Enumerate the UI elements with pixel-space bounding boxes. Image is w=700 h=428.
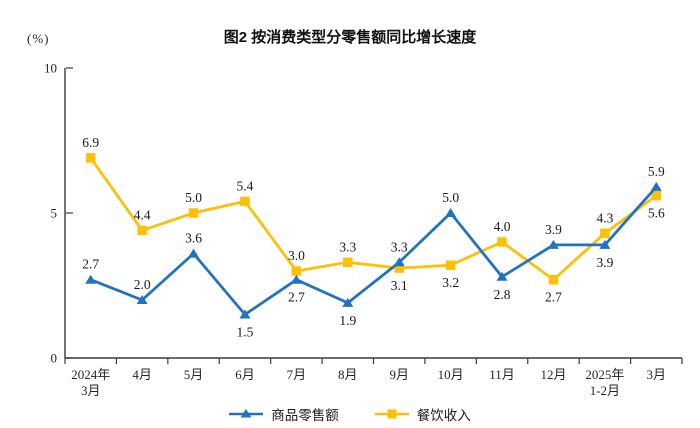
legend-catering-line-marker-icon (374, 409, 409, 419)
data-point-marker (651, 190, 662, 201)
x-axis-tick-label: 4月 (132, 367, 152, 382)
data-point-label: 3.2 (442, 275, 459, 290)
x-axis-tick-label: 7月 (287, 367, 307, 382)
x-axis-tick-label: 9月 (389, 367, 409, 382)
x-axis-tick-label: 12月 (540, 367, 566, 382)
legend-goods-label: 商品零售额 (271, 408, 339, 423)
data-point-label: 3.9 (545, 222, 562, 237)
data-point-label: 3.3 (391, 239, 408, 254)
data-point-marker (239, 309, 251, 319)
data-point-label: 3.9 (596, 255, 613, 270)
data-point-marker (85, 153, 96, 163)
x-axis-tick-label: 2025年 (585, 367, 624, 382)
chart-title: 图2 按消费类型分零售额同比增长速度 (223, 29, 477, 46)
data-point-marker (343, 257, 353, 268)
series-line-0 (89, 185, 658, 316)
legend: 商品零售额 餐饮收入 (0, 404, 700, 424)
legend-item-goods-retail: 商品零售额 (229, 404, 339, 424)
data-point-marker (240, 196, 250, 207)
data-point-marker (445, 260, 456, 270)
data-point-label: 3.1 (391, 278, 408, 293)
data-point-marker (599, 239, 611, 249)
data-point-marker (650, 181, 662, 191)
data-point-marker (137, 225, 147, 236)
x-axis-tick-label: 8月 (338, 367, 358, 382)
data-point-label: 5.0 (442, 190, 459, 205)
data-point-label: 2.7 (545, 290, 562, 305)
data-point-marker (497, 237, 507, 247)
data-point-marker (188, 248, 200, 258)
x-axis-tick-label: 11月 (489, 367, 515, 382)
data-point-marker (445, 208, 457, 217)
data-point-marker (188, 208, 199, 218)
data-point-label: 4.3 (596, 210, 613, 225)
x-axis-tick-label: 5月 (184, 367, 204, 382)
y-axis-tick-label: 0 (51, 351, 58, 366)
data-point-label: 5.0 (185, 190, 202, 205)
data-point-label: 4.4 (134, 207, 151, 222)
data-point-label: 5.6 (648, 206, 665, 221)
data-point-marker (136, 295, 148, 304)
y-axis-unit-label: (%) (27, 31, 50, 46)
x-axis-tick-label: 3月 (647, 367, 667, 382)
data-point-marker (548, 274, 559, 285)
data-point-label: 4.0 (494, 219, 511, 234)
series-line-1 (89, 156, 658, 282)
data-point-marker (496, 271, 508, 281)
data-point-label: 6.9 (82, 135, 99, 150)
y-axis-tick-label: 5 (51, 206, 58, 221)
legend-item-catering-income: 餐饮收入 (374, 404, 471, 424)
data-point-label: 2.7 (82, 257, 99, 272)
y-axis-tick-label: 10 (44, 61, 57, 76)
data-point-marker (394, 263, 404, 273)
legend-catering-label: 餐饮收入 (416, 408, 471, 423)
data-point-label: 2.7 (288, 290, 305, 305)
legend-goods-line-marker-icon (229, 409, 264, 418)
data-point-label: 2.0 (134, 277, 151, 292)
data-point-marker (393, 257, 405, 267)
data-point-label: 1.5 (237, 325, 254, 340)
x-axis-tick-label: 1-2月 (590, 383, 620, 398)
data-point-marker (85, 274, 97, 284)
x-axis-tick-label: 6月 (235, 367, 255, 382)
data-point-label: 5.9 (648, 164, 665, 179)
data-point-label: 1.9 (339, 313, 356, 328)
data-point-label: 3.0 (288, 248, 305, 263)
data-point-marker (600, 228, 610, 239)
data-point-label: 3.6 (185, 231, 202, 246)
x-axis-tick-label: 10月 (438, 367, 464, 382)
data-point-label: 2.8 (494, 287, 511, 302)
data-point-label: 3.3 (339, 239, 356, 254)
data-point-marker (291, 266, 302, 276)
data-point-marker (342, 297, 354, 307)
x-axis-tick-label: 2024年 (71, 367, 110, 382)
data-point-marker (290, 274, 302, 284)
data-point-label: 5.4 (237, 178, 254, 193)
data-point-marker (547, 239, 559, 249)
x-axis-tick-label: 3月 (81, 383, 101, 398)
